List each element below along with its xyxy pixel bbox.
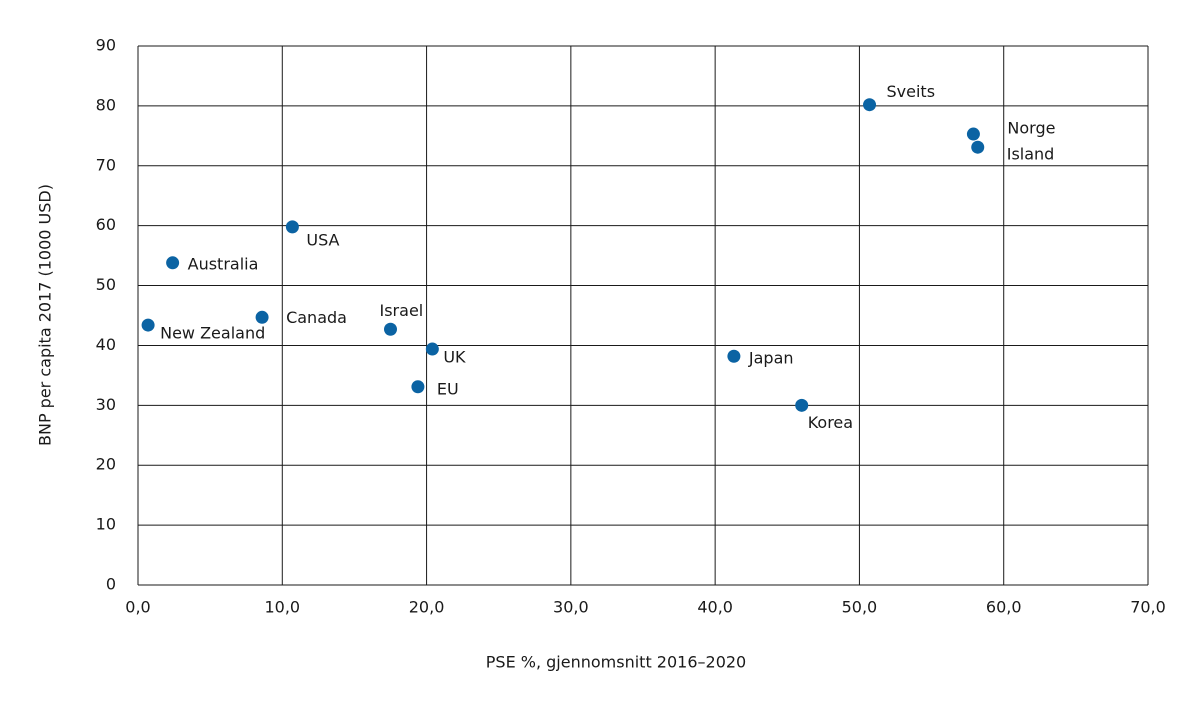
- y-tick-label: 30: [96, 395, 116, 414]
- point: [255, 310, 269, 324]
- point: [384, 322, 397, 336]
- x-tick-label: 70,0: [1130, 598, 1166, 617]
- point: [971, 140, 985, 154]
- point: [966, 127, 980, 141]
- y-tick-label: 0: [106, 575, 116, 594]
- point-label: Japan: [748, 349, 794, 368]
- point: [795, 398, 809, 412]
- y-tick-label: 80: [96, 95, 116, 114]
- point-label: UK: [443, 348, 466, 367]
- x-axis-label: PSE %, gjennomsnitt 2016–2020: [486, 653, 746, 672]
- x-tick-label: 60,0: [986, 598, 1022, 617]
- point-label: Korea: [808, 413, 853, 432]
- y-tick-label: 20: [96, 455, 116, 474]
- point: [166, 256, 180, 270]
- point-label: EU: [437, 379, 459, 398]
- point: [863, 98, 877, 112]
- point: [727, 349, 741, 363]
- point: [425, 342, 439, 356]
- y-tick-label: 60: [96, 215, 116, 234]
- y-axis-label: BNP per capita 2017 (1000 USD): [36, 184, 55, 446]
- x-tick-label: 30,0: [553, 598, 589, 617]
- point-label: Norge: [1007, 119, 1055, 138]
- x-tick-label: 40,0: [697, 598, 733, 617]
- point: [141, 318, 155, 332]
- y-tick-label: 10: [96, 515, 116, 534]
- point-label: Island: [1007, 145, 1055, 164]
- point: [285, 220, 299, 234]
- y-tick-label: 40: [96, 335, 116, 354]
- x-tick-label: 50,0: [842, 598, 878, 617]
- y-tick-label: 50: [96, 275, 116, 294]
- point-label: New Zealand: [160, 324, 265, 343]
- point-label: Australia: [188, 254, 259, 273]
- point-label: Sveits: [887, 82, 936, 101]
- x-tick-label: 20,0: [409, 598, 445, 617]
- point-label: Israel: [380, 301, 424, 320]
- point-label: Canada: [286, 308, 347, 327]
- point: [411, 380, 425, 394]
- point-label: USA: [306, 230, 339, 249]
- x-tick-label: 10,0: [264, 598, 300, 617]
- y-tick-label: 70: [96, 155, 116, 174]
- x-tick-label: 0,0: [125, 598, 150, 617]
- y-tick-label: 90: [96, 36, 116, 55]
